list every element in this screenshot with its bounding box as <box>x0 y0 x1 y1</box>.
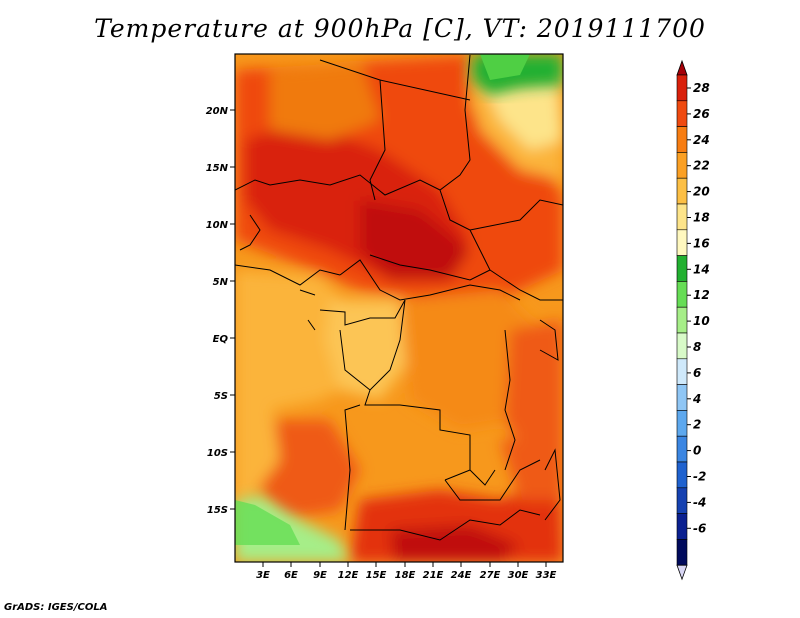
colorbar-label: 20 <box>693 185 710 199</box>
colorbar-label: 14 <box>693 262 710 276</box>
lon-tick-label: 15E <box>366 570 387 581</box>
colorbar-swatch <box>676 152 688 179</box>
colorbar-label: 4 <box>692 392 701 406</box>
colorbar-swatch <box>676 539 688 566</box>
colorbar-label: 10 <box>693 314 710 328</box>
lon-tick-label: 12E <box>338 570 359 581</box>
lat-tick-label: 10N <box>206 220 229 231</box>
colorbar-swatch <box>676 281 688 308</box>
colorbar-label: 12 <box>693 288 710 302</box>
colorbar-swatch <box>676 229 688 256</box>
colorbar-swatch <box>676 513 688 540</box>
colorbar-swatch <box>676 100 688 127</box>
colorbar-swatch <box>676 487 688 514</box>
colorbar-label: 22 <box>693 159 710 173</box>
colorbar-label: 24 <box>693 133 710 147</box>
grads-credit: GrADS: IGES/COLA <box>4 602 108 613</box>
temperature-field <box>235 54 563 562</box>
lat-tick-label: 5S <box>214 391 228 402</box>
map-title: Temperature at 900hPa [C], VT: 201911170… <box>94 14 706 43</box>
colorbar-top-arrow <box>676 59 688 76</box>
colorbar-swatch <box>676 332 688 360</box>
colorbar-swatch <box>676 74 688 102</box>
lat-tick-label: 5N <box>213 277 229 288</box>
colorbar-label: -4 <box>693 495 706 509</box>
colorbar-swatch <box>676 384 688 411</box>
colorbar-swatch <box>676 410 688 437</box>
longitude-axis: 3E 6E 9E 12E 15E 18E 21E 24E 27E 30E 33E <box>256 562 557 581</box>
lat-tick-label: 10S <box>207 448 228 459</box>
lon-tick-label: 18E <box>395 570 416 581</box>
lat-tick-label: 15N <box>206 163 229 174</box>
colorbar-swatch <box>676 255 688 282</box>
colorbar-label: 26 <box>693 107 710 121</box>
lon-tick-label: 30E <box>508 570 529 581</box>
colorbar-swatch <box>676 203 688 231</box>
colorbar-swatch <box>676 461 688 489</box>
lon-tick-label: 33E <box>536 570 557 581</box>
lon-tick-label: 21E <box>423 570 444 581</box>
colorbar-label: 0 <box>693 444 701 458</box>
colorbar-swatch <box>676 177 688 205</box>
lon-tick-label: 6E <box>284 570 298 581</box>
colorbar-label: 28 <box>693 81 710 95</box>
colorbar-label: -6 <box>693 521 706 535</box>
lon-tick-label: 24E <box>451 570 472 581</box>
colorbar-label: 2 <box>693 418 701 432</box>
lon-tick-label: 9E <box>313 570 327 581</box>
colorbar-swatch <box>676 306 688 334</box>
colorbar-label: 6 <box>693 366 701 380</box>
colorbar-label: 18 <box>693 211 710 225</box>
lon-tick-label: 3E <box>256 570 270 581</box>
colorbar-label: -2 <box>693 470 706 484</box>
colorbar-label: 8 <box>693 340 701 354</box>
colorbar-label: 16 <box>693 236 710 250</box>
colorbar-swatch <box>676 126 688 153</box>
latitude-axis: 20N 15N 10N 5N EQ 5S 10S 15S <box>206 106 235 516</box>
colorbar-swatch <box>676 358 688 385</box>
colorbar-swatch <box>676 435 688 463</box>
lat-tick-label: EQ <box>213 334 229 345</box>
lat-tick-label: 15S <box>207 505 228 516</box>
map-frame <box>234 53 564 563</box>
lon-tick-label: 27E <box>480 570 501 581</box>
colorbar-bottom-arrow <box>676 564 688 581</box>
country-borders <box>235 54 563 541</box>
lat-tick-label: 20N <box>206 106 229 117</box>
